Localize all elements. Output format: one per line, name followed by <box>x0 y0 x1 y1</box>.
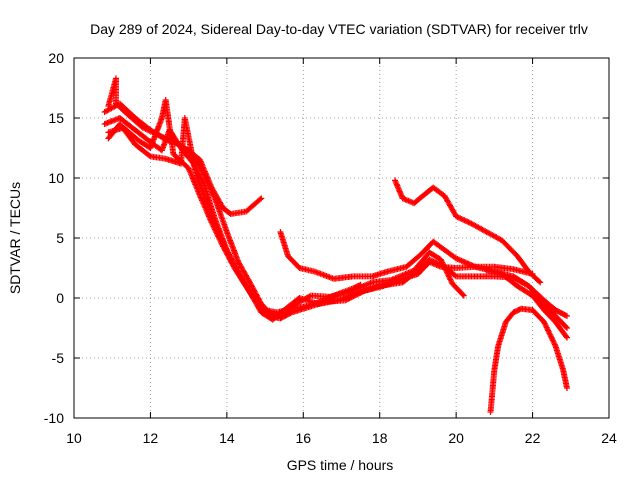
series-arc-7 <box>392 177 544 286</box>
x-tick-label: 10 <box>66 430 82 446</box>
y-tick-label: 20 <box>48 50 64 66</box>
series-arc-4 <box>105 97 536 322</box>
data-point-markers <box>487 305 570 415</box>
series-arc-5 <box>105 115 364 316</box>
data-point-markers <box>105 97 536 322</box>
y-tick-label: 5 <box>56 230 64 246</box>
chart-title: Day 289 of 2024, Sidereal Day-to-day VTE… <box>90 21 588 37</box>
series-arc-9 <box>483 267 570 341</box>
series-arc-8 <box>487 305 570 415</box>
y-tick-label: 0 <box>56 290 64 306</box>
grid-lines <box>74 58 609 418</box>
x-tick-label: 20 <box>448 430 464 446</box>
y-axis-title: SDTVAR / TECUs <box>7 182 23 294</box>
x-axis-title: GPS time / hours <box>287 457 394 473</box>
y-tick-label: -10 <box>44 410 64 426</box>
x-tick-label: 14 <box>219 430 235 446</box>
x-tick-label: 12 <box>143 430 159 446</box>
y-axis: -10 -5 0 5 10 15 20 <box>44 50 609 426</box>
x-tick-label: 22 <box>525 430 541 446</box>
x-tick-label: 18 <box>372 430 388 446</box>
x-axis: 10 12 14 16 18 20 22 24 <box>66 58 617 446</box>
y-tick-label: -5 <box>52 350 65 366</box>
data-points <box>101 75 570 415</box>
x-tick-label: 16 <box>295 430 311 446</box>
data-point-markers <box>483 267 570 341</box>
x-tick-label: 24 <box>601 430 617 446</box>
y-tick-label: 10 <box>48 170 64 186</box>
data-point-markers <box>392 177 544 286</box>
y-tick-label: 15 <box>48 110 64 126</box>
data-point-markers <box>105 115 364 316</box>
